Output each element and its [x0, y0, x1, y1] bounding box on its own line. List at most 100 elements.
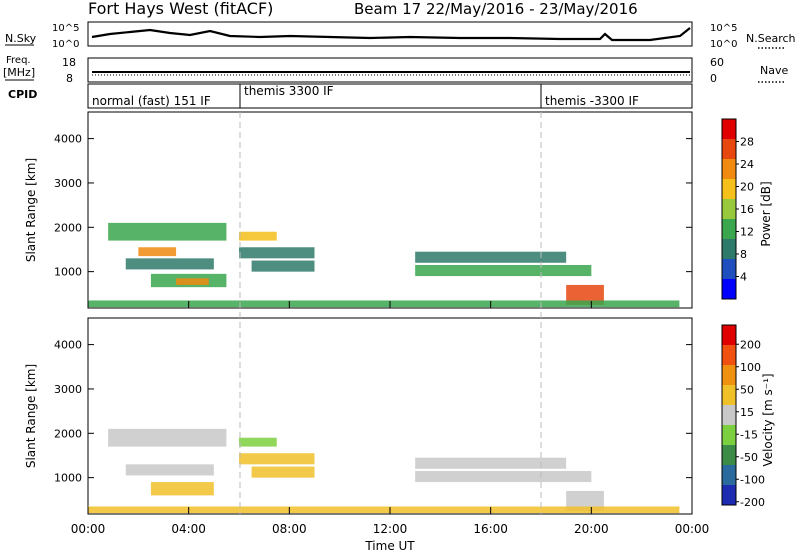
nave-label: Nave: [760, 64, 788, 77]
power-region-0: [108, 222, 227, 241]
velocity-colorbar-swatch-7: [722, 345, 736, 365]
freq-tick-bottom: 8: [66, 72, 73, 85]
xtick-label-0: 00:00: [71, 522, 106, 536]
velocity-colorbar-swatch-1: [722, 465, 736, 485]
power-yticks: 1000 2000 3000 4000: [54, 133, 692, 279]
power-region-9: [415, 264, 592, 277]
power-colorbar-swatch-8: [722, 119, 736, 139]
velocity-region-4: [239, 453, 315, 465]
nsky-tick-bottom: 10^0: [52, 39, 79, 50]
power-colorbar-tick-label-6: 28: [740, 136, 754, 149]
power-region-6: [239, 247, 315, 259]
beam-info: Beam 17 22/May/2016 - 23/May/2016: [354, 0, 638, 18]
power-colorbar-swatch-1: [722, 259, 736, 279]
xtick-label-1: 04:00: [171, 522, 206, 536]
power-region-2: [125, 258, 214, 270]
velocity-ytick-label-3: 4000: [54, 339, 82, 352]
velocity-colorbar-swatch-0: [722, 485, 736, 505]
power-colorbar-swatch-4: [722, 199, 736, 219]
x-axis-ticks: 00:00 04:00 08:00 12:00 16:00 20:00 00:00: [71, 301, 709, 536]
nave-tick-top: 60: [710, 56, 724, 69]
freq-tick-top: 18: [62, 56, 76, 69]
velocity-colorbar-tick-label-1: 100: [740, 361, 761, 374]
velocity-region-6: [415, 457, 567, 469]
velocity-colorbar-swatch-5: [722, 385, 736, 405]
power-ytick-label-2: 3000: [54, 177, 82, 190]
power-ytick-label-3: 4000: [54, 133, 82, 146]
xtick-label-4: 16:00: [473, 522, 508, 536]
power-colorbar-swatch-6: [722, 159, 736, 179]
power-region-10: [566, 284, 604, 305]
power-colorbar-label: Power [dB]: [759, 181, 773, 246]
velocity-region-1: [125, 464, 214, 476]
velocity-region-8: [566, 490, 604, 511]
power-colorbar-swatch-5: [722, 179, 736, 199]
power-region-8: [415, 251, 567, 263]
power-ylabel: Slant Range [km]: [24, 158, 38, 262]
velocity-ytick-label-1: 2000: [54, 427, 82, 440]
velocity-colorbar-swatch-8: [722, 325, 736, 345]
power-colorbar: 4 8 12 16 20 24 28: [721, 118, 754, 300]
power-marks: [88, 222, 680, 308]
power-colorbar-swatch-3: [722, 219, 736, 239]
freq-label-1: Freq.: [6, 55, 31, 66]
cpid-frame: [87, 83, 693, 109]
power-colorbar-tick-label-5: 24: [740, 158, 754, 171]
x-axis-label: Time UT: [364, 539, 415, 553]
nsky-tick-top: 10^5: [52, 23, 79, 34]
power-colorbar-swatch-0: [722, 279, 736, 299]
velocity-ytick-label-0: 1000: [54, 472, 82, 485]
power-colorbar-tick-label-3: 16: [740, 203, 754, 216]
xtick-label-5: 20:00: [574, 522, 609, 536]
nsky-label: N.Sky: [5, 32, 37, 45]
nsearch-tick-bottom: 10^0: [710, 39, 737, 50]
power-colorbar-tick-label-4: 20: [740, 181, 754, 194]
power-region-7: [251, 260, 315, 272]
velocity-ylabel: Slant Range [km]: [24, 364, 38, 468]
nsearch-tick-top: 10^5: [710, 23, 737, 34]
velocity-colorbar-swatch-4: [722, 405, 736, 425]
velocity-colorbar-label: Velocity [m s⁻¹]: [761, 373, 775, 466]
xtick-label-3: 12:00: [373, 522, 408, 536]
xtick-label-2: 08:00: [272, 522, 307, 536]
power-colorbar-swatch-7: [722, 139, 736, 159]
power-ytick-label-1: 2000: [54, 221, 82, 234]
freq-label-2: [MHz]: [3, 66, 35, 79]
velocity-colorbar-tick-label-0: 200: [740, 338, 761, 351]
freq-frame: [87, 57, 693, 83]
velocity-region-9: [88, 506, 680, 514]
power-region-4: [176, 278, 209, 285]
velocity-colorbar-tick-label-5: -50: [740, 451, 758, 464]
cpid-segment-2: themis 3300 IF: [244, 84, 334, 98]
velocity-yticks: 1000 2000 3000 4000: [54, 339, 692, 485]
station-title: Fort Hays West (fitACF): [88, 0, 273, 18]
velocity-colorbar-tick-label-3: 15: [740, 406, 754, 419]
velocity-colorbar-tick-label-4: -15: [740, 428, 758, 441]
cpid-label: CPID: [8, 88, 37, 101]
power-colorbar-tick-label-1: 8: [740, 248, 747, 261]
power-region-1: [138, 247, 177, 257]
cpid-segment-1: normal (fast) 151 IF: [92, 94, 211, 108]
cpid-segment-3: themis -3300 IF: [545, 94, 639, 108]
velocity-region-5: [251, 466, 315, 478]
power-colorbar-tick-label-2: 12: [740, 226, 754, 239]
velocity-colorbar-tick-label-2: 50: [740, 383, 754, 396]
nsearch-label: N.Search: [746, 32, 796, 45]
power-colorbar-tick-label-0: 4: [740, 271, 747, 284]
velocity-colorbar: 200 100 50 15 -15 -50 -100 -200: [721, 324, 765, 509]
velocity-colorbar-tick-label-6: -100: [740, 473, 765, 486]
velocity-colorbar-swatch-2: [722, 445, 736, 465]
velocity-region-0: [108, 428, 227, 447]
velocity-colorbar-swatch-6: [722, 365, 736, 385]
velocity-region-3: [239, 437, 277, 447]
power-region-5: [239, 231, 277, 241]
nsky-frame: [87, 21, 693, 47]
velocity-marks: [88, 428, 680, 514]
nave-tick-bottom: 0: [710, 72, 717, 85]
velocity-ytick-label-2: 3000: [54, 383, 82, 396]
velocity-colorbar-tick-label-7: -200: [740, 496, 765, 509]
nsky-trace: [91, 27, 691, 42]
velocity-colorbar-swatch-3: [722, 425, 736, 445]
